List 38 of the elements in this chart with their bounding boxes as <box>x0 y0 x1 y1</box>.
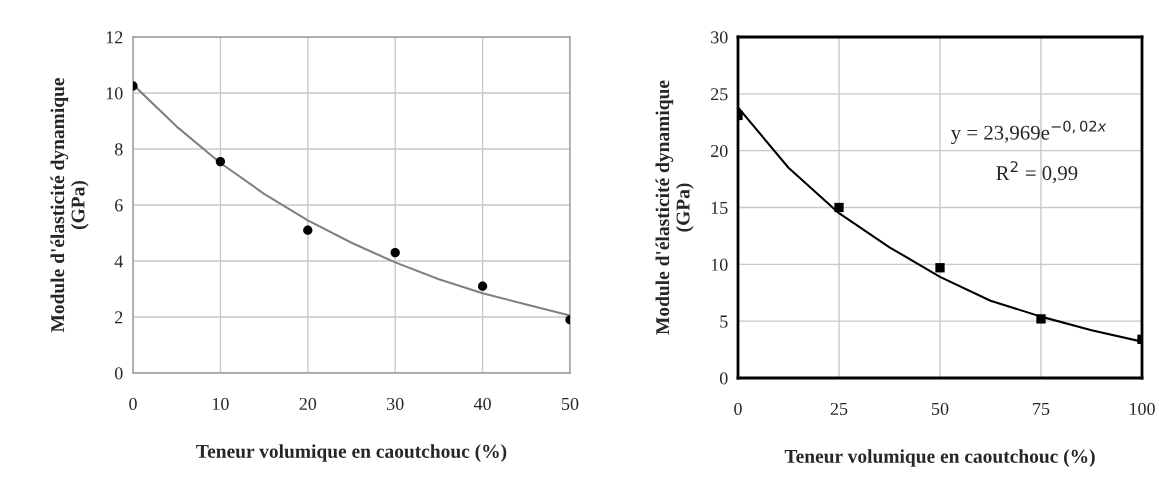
y-tick-label: 10 <box>106 87 123 100</box>
y-tick-label: 0 <box>719 372 728 385</box>
y-tick-label: 20 <box>711 144 728 158</box>
y-tick-label: 4 <box>114 255 123 268</box>
y-tick-label: 30 <box>711 31 728 44</box>
y-tick-label: 12 <box>106 31 123 44</box>
point <box>390 247 400 258</box>
y-axis-title: Module d'élasticité dynamique (GPa) <box>655 80 694 335</box>
point <box>1036 314 1046 324</box>
point <box>477 281 488 291</box>
point <box>834 202 844 213</box>
y-tick-label: 8 <box>114 143 123 156</box>
annotation: y = 23,969e$^{−0,02x}$ <box>951 120 1107 144</box>
y-axis-title: Module d'élasticité dynamique (GPa) <box>50 78 89 333</box>
x-tick-label: 50 <box>562 397 579 411</box>
y-tick-label: 2 <box>115 311 123 324</box>
x-tick-label: 25 <box>830 402 848 416</box>
y-tick-label: 6 <box>115 199 123 212</box>
x-tick-label: 50 <box>932 402 949 416</box>
x-tick-label: 20 <box>299 397 317 411</box>
x-tick-label: 10 <box>212 397 229 411</box>
y-tick-label: 15 <box>711 201 728 214</box>
x-tick-label: 40 <box>473 397 491 411</box>
point <box>935 263 945 273</box>
x-tick-label: 100 <box>1130 402 1155 416</box>
x-tick-label: 30 <box>387 397 404 411</box>
point <box>215 156 226 167</box>
point <box>303 225 313 235</box>
x-tick-label: 0 <box>734 402 742 416</box>
y-tick-label: 5 <box>720 315 728 328</box>
y-tick-label: 10 <box>711 258 728 271</box>
x-tick-label: 75 <box>1033 403 1050 416</box>
y-tick-label: 25 <box>711 88 728 101</box>
annotation: R$^{2}$ = 0,99 <box>996 161 1078 184</box>
x-tick-label: 0 <box>129 397 137 411</box>
x-axis-title: Teneur volumique en caoutchouc (%) <box>196 444 507 462</box>
y-tick-label: 0 <box>114 367 123 380</box>
x-axis-title: Teneur volumique en caoutchouc (%) <box>784 449 1095 467</box>
